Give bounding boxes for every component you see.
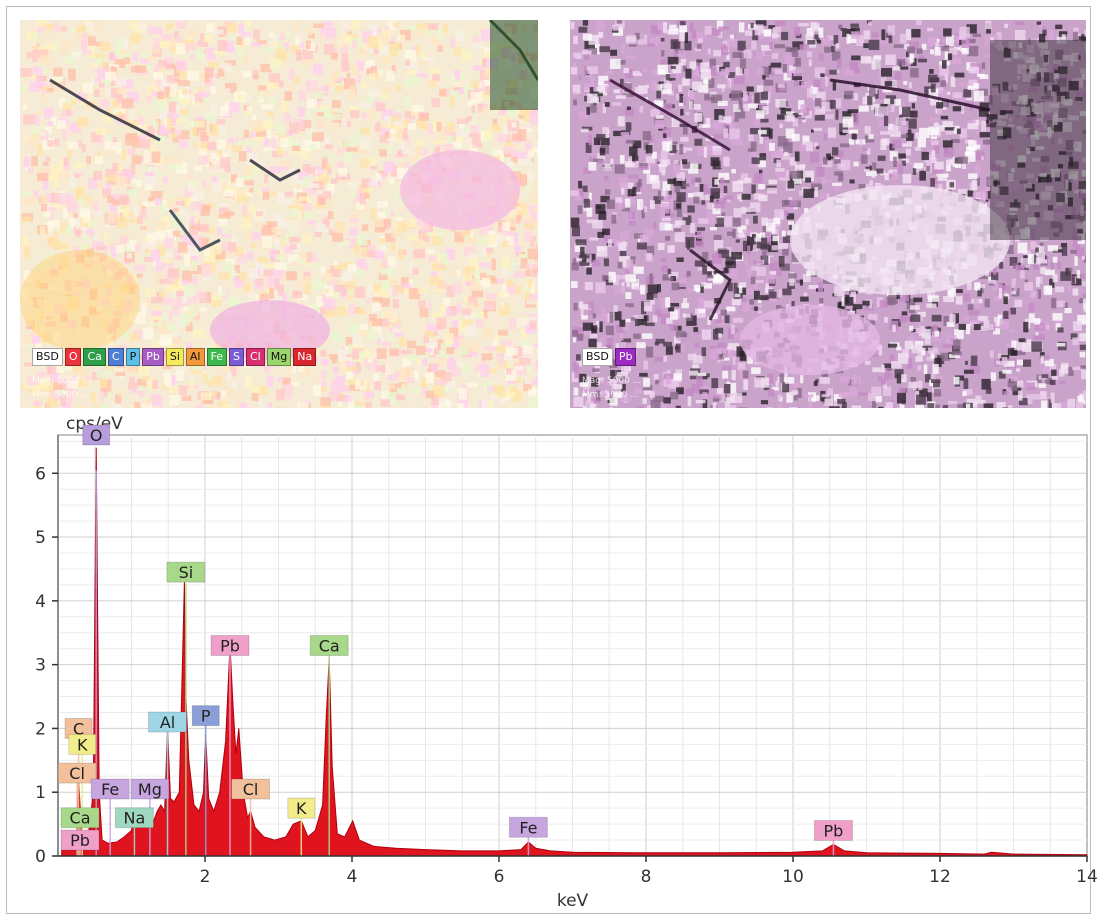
peak-label-o: O [82, 424, 111, 446]
legend-chip-al: Al [185, 348, 205, 366]
y-tick-label: 0 [35, 847, 46, 867]
peak-label-k: K [68, 733, 97, 755]
grid [58, 435, 1087, 856]
x-tick-label: 2 [200, 867, 211, 887]
x-tick-label: 10 [782, 867, 804, 887]
x-tick-label: 4 [347, 867, 358, 887]
y-tick-label: 3 [35, 656, 46, 676]
x-tick-label: 12 [929, 867, 951, 887]
map-legend: BSD Pb [582, 348, 637, 366]
legend-chip-mg: Mg [266, 348, 292, 366]
legend-chip-pb: Pb [142, 348, 164, 366]
peak-label-mg: Mg [130, 778, 170, 800]
map-info-line: Mm: 5000 ... [32, 390, 89, 400]
peak-label-k: K [287, 797, 316, 819]
legend-chip-c: C [107, 348, 124, 366]
peak-label-fe: Fe [508, 816, 548, 838]
legend-chip-si: Si [165, 348, 184, 366]
legend-chip-bsd: BSD [32, 348, 63, 366]
peak-label-pb: Pb [813, 819, 853, 841]
x-tick-label: 14 [1076, 867, 1098, 887]
x-axis-label: keV [557, 891, 589, 911]
legend-chip-o: O [64, 348, 82, 366]
y-tick-label: 5 [35, 528, 46, 548]
y-tick-label: 4 [35, 592, 46, 612]
y-tick-label: 1 [35, 783, 46, 803]
map-info-line: Mag: 5000 ... [32, 376, 92, 386]
peak-label-pb: Pb [60, 829, 100, 851]
legend-chip-bsd: BSD [582, 348, 613, 366]
legend-chip-fe: Fe [206, 348, 227, 366]
peak-label-cl: Cl [231, 778, 271, 800]
peak-label-si: Si [166, 561, 206, 583]
peak-label-al: Al [148, 711, 188, 733]
legend-chip-pb: Pb [614, 348, 637, 366]
peak-label-ca: Ca [60, 807, 100, 829]
peak-label-fe: Fe [90, 778, 130, 800]
peak-label-ca: Ca [309, 635, 349, 656]
pb-distribution-map: BSD Pb Mag: 5000 ... Mm: 5000 ... [570, 20, 1086, 408]
legend-chip-cl: Cl [245, 348, 265, 366]
peak-label-na: Na [114, 807, 154, 829]
figure-frame [6, 6, 1091, 914]
peak-label-pb: Pb [210, 635, 250, 656]
legend-chip-na: Na [293, 348, 317, 366]
peak-label-p: P [191, 705, 220, 727]
x-tick-label: 8 [641, 867, 652, 887]
elemental-overlay-map: BSD O Ca C P Pb Si Al Fe S Cl Mg Na Mag: 5000 ... Mm… [20, 20, 538, 408]
pb-map-image [570, 20, 1086, 408]
map-info-line: Mm: 5000 ... [582, 390, 639, 400]
peak-label-cl: Cl [57, 762, 97, 784]
legend-chip-ca: Ca [83, 348, 106, 366]
x-tick-label: 6 [494, 867, 505, 887]
y-tick-label: 2 [35, 719, 46, 739]
map-legend: BSD O Ca C P Pb Si Al Fe S Cl Mg Na [32, 348, 317, 366]
legend-chip-s: S [229, 348, 244, 366]
legend-chip-p: P [125, 348, 141, 366]
map-info-line: Mag: 5000 ... [582, 376, 642, 386]
y-tick-label: 6 [35, 464, 46, 484]
